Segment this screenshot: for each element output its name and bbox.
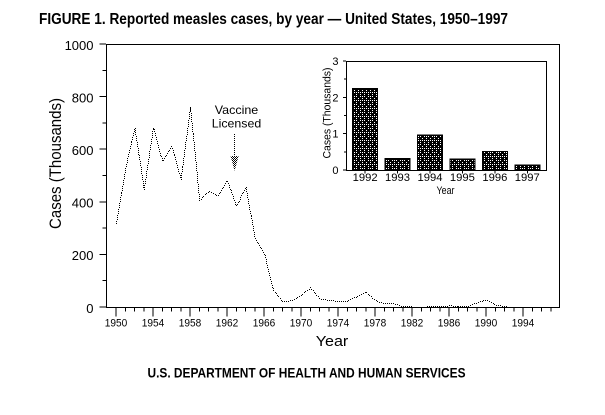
svg-text:400: 400 [72, 196, 94, 211]
svg-text:1962: 1962 [216, 318, 239, 330]
svg-text:1993: 1993 [385, 172, 410, 184]
svg-text:600: 600 [72, 143, 94, 158]
svg-text:Cases (Thousands): Cases (Thousands) [322, 68, 334, 159]
svg-text:1: 1 [332, 129, 338, 141]
svg-text:2: 2 [332, 92, 338, 104]
svg-text:800: 800 [72, 90, 94, 105]
svg-text:FIGURE 1. Reported measles cas: FIGURE 1. Reported measles cases, by yea… [39, 11, 508, 28]
svg-text:1992: 1992 [353, 172, 378, 184]
svg-text:U.S. DEPARTMENT OF HEALTH AND: U.S. DEPARTMENT OF HEALTH AND HUMAN SERV… [148, 365, 466, 381]
svg-text:0: 0 [332, 165, 338, 177]
svg-text:1982: 1982 [401, 318, 424, 330]
svg-text:Year: Year [316, 333, 349, 350]
svg-text:200: 200 [72, 248, 94, 263]
svg-text:1994: 1994 [512, 318, 535, 330]
svg-text:1990: 1990 [475, 318, 498, 330]
svg-text:1995: 1995 [450, 172, 475, 184]
svg-text:Cases (Thousands): Cases (Thousands) [46, 98, 65, 229]
svg-text:1954: 1954 [142, 318, 165, 330]
svg-text:0: 0 [86, 301, 93, 316]
svg-text:3: 3 [332, 56, 338, 68]
svg-text:1970: 1970 [290, 318, 313, 330]
svg-text:1966: 1966 [253, 318, 276, 330]
svg-text:1958: 1958 [179, 318, 202, 330]
svg-text:Vaccine: Vaccine [215, 103, 259, 117]
svg-text:1997: 1997 [515, 172, 540, 184]
svg-text:Year: Year [437, 185, 455, 197]
svg-text:1996: 1996 [482, 172, 507, 184]
svg-text:1986: 1986 [438, 318, 461, 330]
svg-text:Licensed: Licensed [212, 117, 262, 131]
svg-text:1978: 1978 [364, 318, 387, 330]
svg-text:1994: 1994 [418, 172, 443, 184]
svg-text:1950: 1950 [105, 318, 128, 330]
svg-text:1000: 1000 [65, 38, 94, 53]
svg-text:1974: 1974 [327, 318, 350, 330]
